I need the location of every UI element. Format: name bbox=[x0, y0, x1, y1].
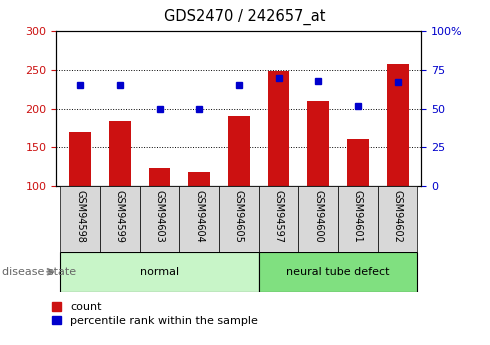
Bar bbox=[179, 186, 219, 252]
Bar bbox=[140, 186, 179, 252]
Text: GSM94598: GSM94598 bbox=[75, 189, 85, 243]
Text: GDS2470 / 242657_at: GDS2470 / 242657_at bbox=[164, 9, 326, 25]
Bar bbox=[387, 65, 409, 264]
Bar bbox=[228, 116, 250, 264]
Bar bbox=[69, 132, 91, 264]
Bar bbox=[148, 168, 171, 264]
Bar bbox=[100, 186, 140, 252]
Text: GSM94603: GSM94603 bbox=[154, 189, 165, 242]
Text: GSM94599: GSM94599 bbox=[115, 189, 125, 243]
Text: GSM94600: GSM94600 bbox=[313, 189, 323, 242]
Text: normal: normal bbox=[140, 267, 179, 277]
Text: GSM94604: GSM94604 bbox=[194, 189, 204, 242]
Text: GSM94597: GSM94597 bbox=[273, 189, 284, 243]
Text: GSM94601: GSM94601 bbox=[353, 189, 363, 242]
Text: GSM94605: GSM94605 bbox=[234, 189, 244, 243]
Bar bbox=[60, 186, 100, 252]
Bar bbox=[307, 101, 329, 264]
Bar bbox=[259, 252, 417, 292]
Bar bbox=[259, 186, 298, 252]
Text: GSM94602: GSM94602 bbox=[392, 189, 403, 243]
Bar bbox=[188, 172, 210, 264]
Bar bbox=[109, 121, 131, 264]
Legend: count, percentile rank within the sample: count, percentile rank within the sample bbox=[52, 302, 258, 326]
Bar bbox=[378, 186, 417, 252]
Bar bbox=[219, 186, 259, 252]
Bar bbox=[60, 252, 259, 292]
Text: neural tube defect: neural tube defect bbox=[286, 267, 390, 277]
Bar bbox=[347, 139, 369, 264]
Text: disease state: disease state bbox=[2, 267, 76, 277]
Bar bbox=[268, 71, 290, 264]
Bar bbox=[338, 186, 378, 252]
Bar bbox=[298, 186, 338, 252]
